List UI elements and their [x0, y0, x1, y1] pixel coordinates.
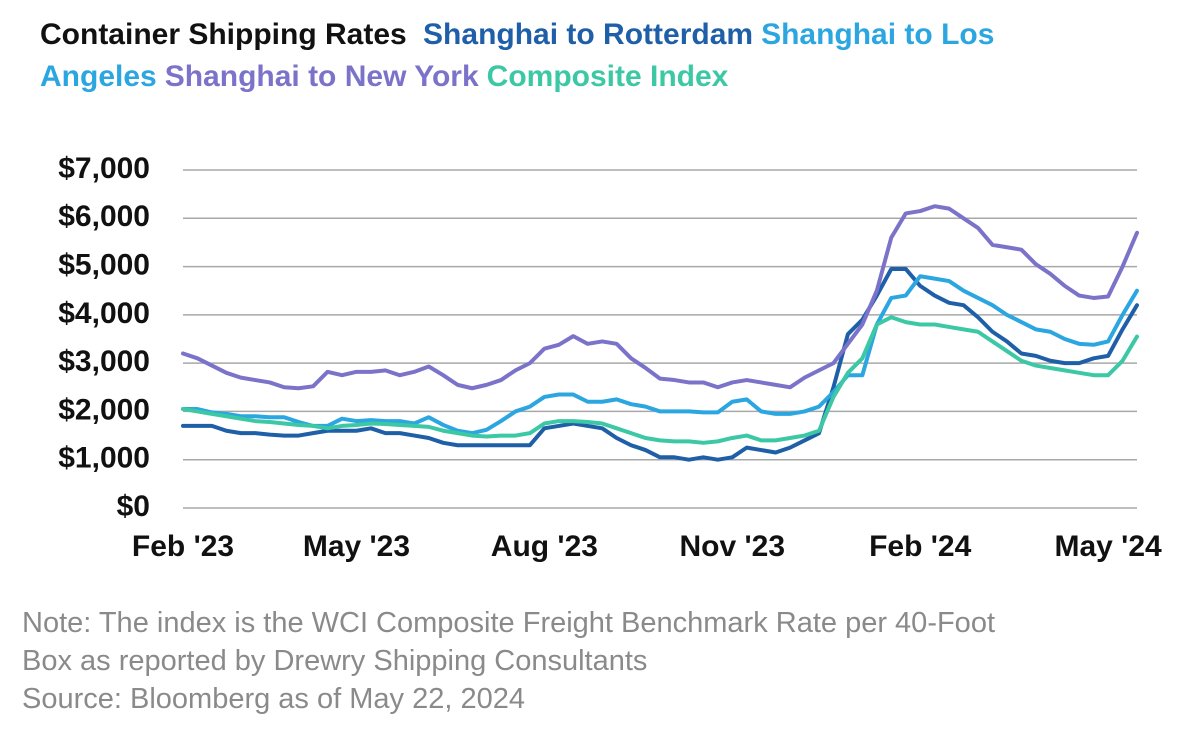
legend-entry: Shanghai to Los Angeles — [40, 18, 995, 93]
y-tick-label: $5,000 — [58, 248, 150, 281]
chart-title: Container Shipping Rates — [40, 18, 407, 51]
x-tick-label: Aug '23 — [491, 530, 598, 563]
header: Container Shipping Rates Shanghai to Rot… — [40, 14, 1030, 98]
chart: $0 $1,000 $2,000 $3,000 $4,000 $5,000 $6,000 $7… — [58, 152, 1162, 563]
series-line — [181, 315, 1139, 445]
note-line: Box as reported by Drewry Shipping Consu… — [22, 645, 648, 677]
x-tick-label: Feb '23 — [132, 530, 234, 563]
y-tick-label: $6,000 — [58, 200, 150, 233]
note-line: Source: Bloomberg as of May 22, 2024 — [22, 683, 525, 715]
x-tick-label: May '24 — [1054, 530, 1162, 563]
legend-entry: Shanghai to Rotterdam — [423, 18, 754, 51]
x-tick-label: May '23 — [303, 530, 410, 563]
series-line — [181, 274, 1139, 436]
y-tick-label: $2,000 — [58, 393, 150, 426]
legend-entry: Shanghai to New York — [164, 60, 479, 93]
y-tick-label: $0 — [117, 490, 150, 523]
x-tick-label: Nov '23 — [680, 530, 786, 563]
note-line: Note: The index is the WCI Composite Fre… — [22, 607, 996, 639]
series-line — [181, 204, 1139, 391]
legend-entry: Composite Index — [486, 60, 729, 93]
notes: Note: The index is the WCI Composite Fre… — [22, 604, 995, 718]
y-tick-label: $4,000 — [58, 297, 150, 330]
y-tick-label: $1,000 — [58, 442, 150, 475]
series-line — [181, 266, 1139, 462]
y-tick-label: $7,000 — [58, 152, 150, 185]
x-tick-label: Feb '24 — [869, 530, 971, 563]
y-tick-label: $3,000 — [58, 345, 150, 378]
